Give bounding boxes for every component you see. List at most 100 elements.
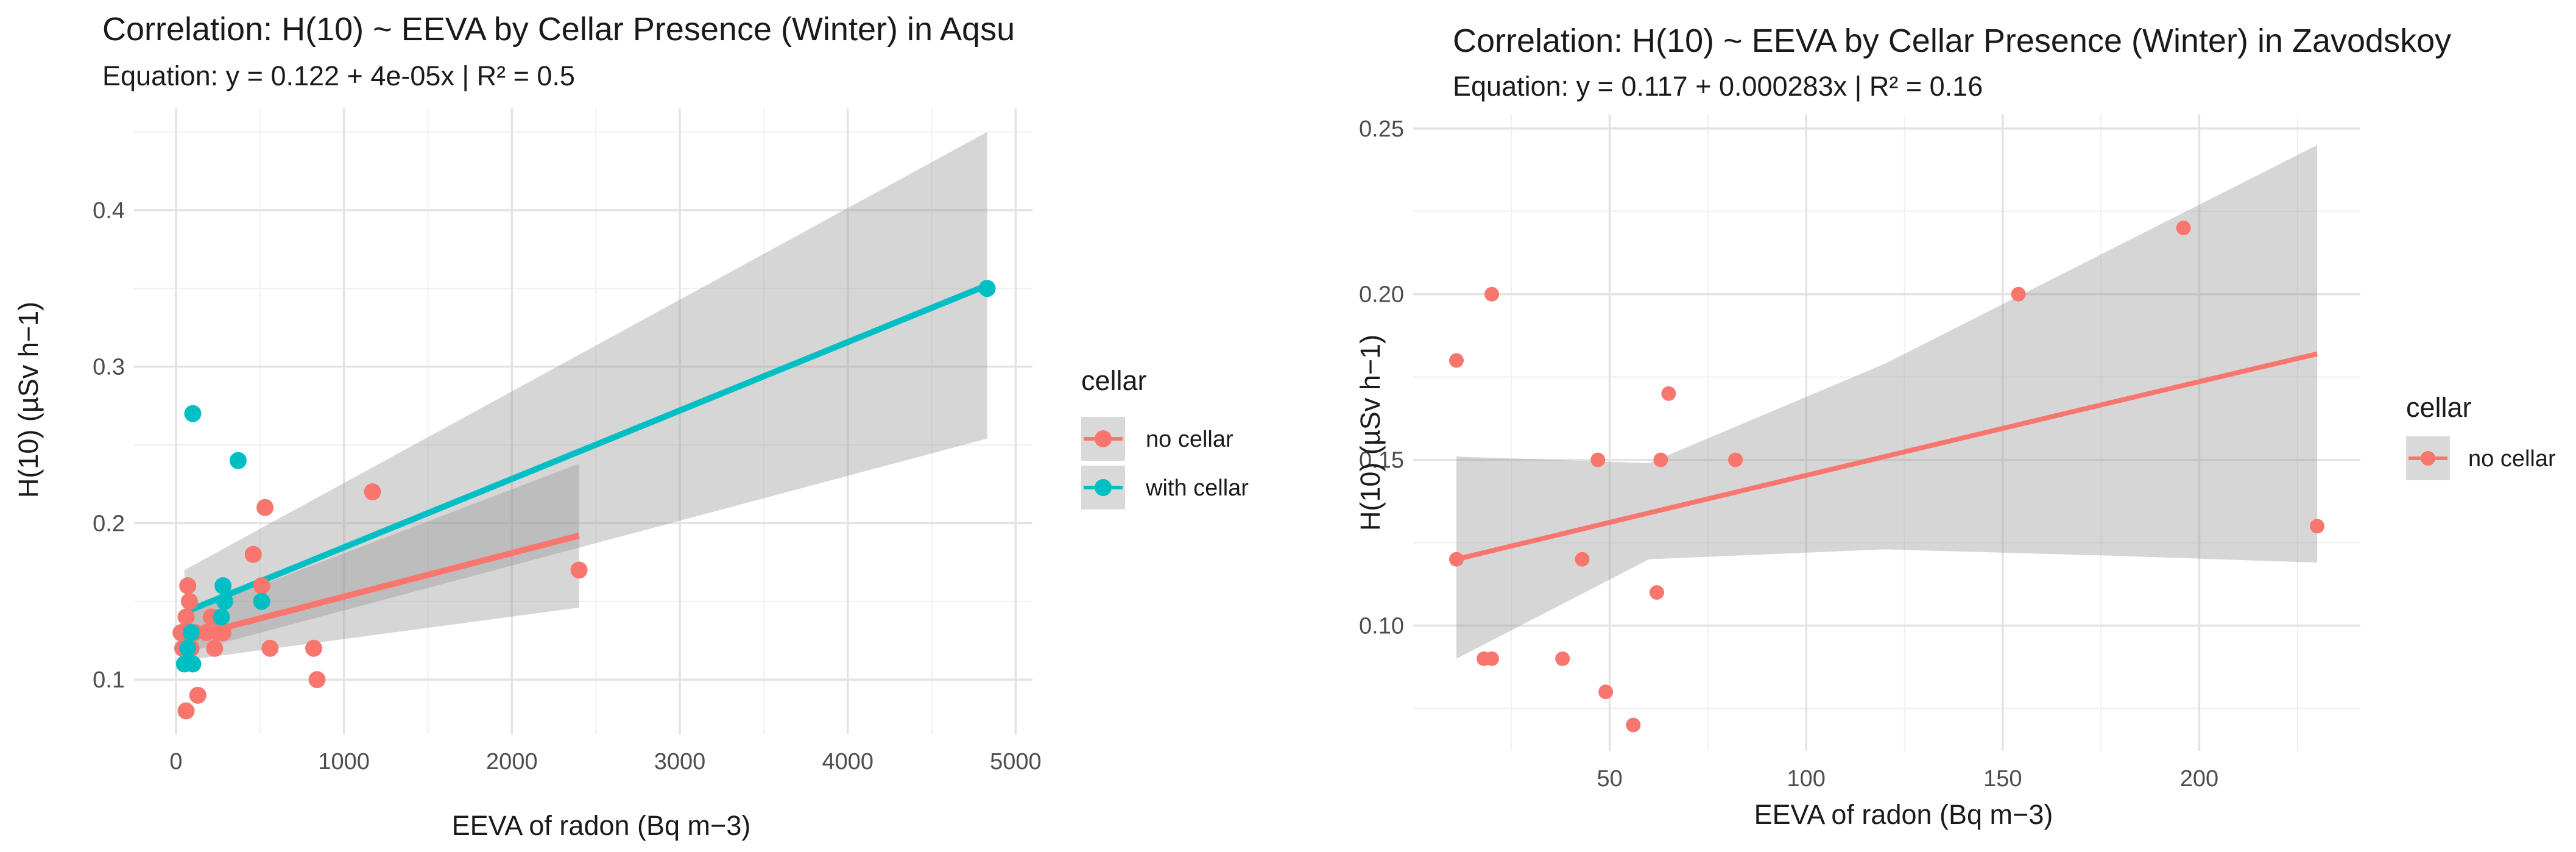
panel-aqsu-fit-line-with-cellar	[183, 282, 989, 616]
panel-zavodskoy-plot-area	[1413, 115, 2360, 751]
panel-aqsu-legend: cellar no cellar with cellar	[1081, 365, 1249, 509]
panel-aqsu-legend-title: cellar	[1081, 365, 1147, 396]
panel-zavodskoy-point-no-cellar	[1575, 552, 1590, 567]
panel-aqsu-point-with-cellar	[182, 624, 200, 642]
panel-zavodskoy-point-no-cellar	[1650, 585, 1665, 600]
panel-zavodskoy-point-no-cellar	[1449, 353, 1464, 368]
panel-zavodskoy-x-tick-label: 200	[2180, 766, 2218, 792]
panel-aqsu-point-no-cellar	[180, 592, 198, 610]
panel-zavodskoy-legend: cellar no cellar	[2406, 392, 2556, 480]
panel-aqsu-plot-area	[134, 108, 1032, 734]
panel-aqsu-legend-key-dot-2	[1095, 479, 1112, 496]
panel-zavodskoy-point-no-cellar	[1484, 286, 1500, 302]
panel-aqsu-title: Correlation: H(10) ~ EEVA by Cellar Pres…	[102, 11, 1015, 48]
panel-aqsu-x-tick-label: 3000	[654, 749, 706, 775]
panel-aqsu-point-no-cellar	[364, 483, 381, 501]
panel-aqsu-point-no-cellar	[189, 686, 206, 704]
panel-aqsu-point-no-cellar	[179, 577, 197, 595]
panel-aqsu-point-no-cellar	[244, 545, 262, 563]
panel-aqsu-y-tick-label: 0.1	[93, 667, 125, 693]
panel-aqsu-y-ticks: 0.1 0.2 0.3 0.4	[93, 198, 125, 693]
panel-aqsu-fit-lines	[180, 282, 989, 642]
panel-zavodskoy-y-tick-label: 0.15	[1359, 448, 1404, 474]
panel-zavodskoy-fit-line-no-cellar	[1456, 351, 2318, 562]
panel-zavodskoy-x-tick-label: 150	[1983, 766, 2022, 792]
panel-aqsu-point-no-cellar	[214, 624, 232, 642]
panel-aqsu: Correlation: H(10) ~ EEVA by Cellar Pres…	[13, 11, 1249, 841]
panel-zavodskoy-point-no-cellar	[1728, 452, 1743, 467]
panel-aqsu-legend-key-dot-1	[1095, 430, 1112, 447]
panel-zavodskoy-legend-key-dot-1	[2421, 451, 2435, 466]
panel-aqsu-point-with-cellar	[229, 452, 247, 469]
panel-aqsu-point-no-cellar	[177, 702, 195, 720]
panel-zavodskoy-x-tick-label: 50	[1597, 766, 1622, 792]
panel-aqsu-point-with-cellar	[184, 655, 202, 673]
panel-aqsu-point-no-cellar	[197, 624, 215, 642]
panel-zavodskoy-point-no-cellar	[1626, 717, 1641, 733]
panel-zavodskoy-legend-label-no-cellar: no cellar	[2468, 446, 2556, 472]
panel-aqsu-x-tick-label: 5000	[990, 749, 1042, 775]
panel-aqsu-point-with-cellar	[253, 592, 270, 610]
panel-aqsu-y-axis-label: H(10) (µSv h−1)	[13, 302, 44, 498]
panel-zavodskoy-y-tick-label: 0.10	[1359, 613, 1404, 639]
panel-aqsu-fit-line-no-cellar	[180, 533, 580, 642]
panel-zavodskoy-y-tick-label: 0.25	[1359, 116, 1404, 142]
panel-zavodskoy-y-axis-label: H(10) (µSv h−1)	[1355, 335, 1386, 531]
panel-zavodskoy-subtitle: Equation: y = 0.117 + 0.000283x | R² = 0…	[1453, 71, 1983, 102]
panel-aqsu-point-with-cellar	[213, 608, 230, 626]
panel-zavodskoy-ci-band-no-cellar	[1456, 145, 2318, 659]
panel-aqsu-legend-label-no-cellar: no cellar	[1146, 427, 1233, 452]
panel-aqsu-point-no-cellar	[256, 499, 274, 516]
panel-aqsu-point-with-cellar	[216, 592, 233, 610]
panel-zavodskoy-point-no-cellar	[1598, 684, 1614, 700]
panel-zavodskoy-legend-title: cellar	[2406, 392, 2472, 423]
panel-aqsu-x-axis-label: EEVA of radon (Bq m−3)	[452, 810, 751, 841]
panel-aqsu-x-tick-label: 2000	[486, 749, 538, 775]
panel-zavodskoy-point-no-cellar	[1653, 452, 1668, 467]
panel-aqsu-point-no-cellar	[253, 577, 270, 595]
panel-aqsu-gridlines	[134, 108, 1032, 734]
panel-zavodskoy-y-ticks: 0.10 0.15 0.20 0.25	[1359, 116, 1404, 639]
panel-aqsu-point-no-cellar	[308, 671, 326, 689]
panel-zavodskoy-x-ticks: 50 100 150 200	[1597, 766, 2218, 792]
panel-aqsu-subtitle: Equation: y = 0.122 + 4e-05x | R² = 0.5	[102, 60, 575, 91]
panel-zavodskoy-gridlines	[1413, 115, 2360, 751]
panel-zavodskoy-point-no-cellar	[1661, 386, 1676, 401]
panel-zavodskoy-point-no-cellar	[1484, 651, 1500, 666]
panel-aqsu-point-with-cellar	[184, 405, 202, 422]
panel-aqsu-x-tick-label: 0	[169, 749, 182, 775]
panel-aqsu-point-with-cellar	[214, 577, 232, 595]
panel-zavodskoy-point-no-cellar	[2310, 519, 2325, 534]
panel-zavodskoy-point-no-cellar	[1590, 452, 1606, 467]
panel-aqsu-y-tick-label: 0.4	[93, 198, 125, 224]
panel-aqsu-points	[172, 280, 996, 720]
panel-aqsu-point-with-cellar	[978, 280, 996, 297]
panel-aqsu-point-no-cellar	[177, 608, 195, 626]
panel-aqsu-point-no-cellar	[206, 639, 224, 657]
panel-aqsu-point-no-cellar	[261, 639, 279, 657]
panel-aqsu-legend-label-with-cellar: with cellar	[1145, 475, 1249, 501]
panel-aqsu-x-tick-label: 4000	[822, 749, 873, 775]
panel-zavodskoy-fit-lines	[1456, 351, 2318, 562]
panel-zavodskoy-point-no-cellar	[1555, 651, 1570, 666]
panel-aqsu-ci-band-with-cellar	[184, 132, 987, 653]
panel-zavodskoy-y-tick-label: 0.20	[1359, 282, 1404, 308]
panel-zavodskoy-point-no-cellar	[1449, 552, 1464, 567]
panel-aqsu-x-ticks: 0 1000 2000 3000 4000 5000	[169, 749, 1041, 775]
panel-zavodskoy-point-no-cellar	[2011, 286, 2026, 302]
panel-zavodskoy: Correlation: H(10) ~ EEVA by Cellar Pres…	[1355, 23, 2556, 830]
panel-aqsu-point-with-cellar	[179, 639, 197, 657]
panel-zavodskoy-point-no-cellar	[2176, 220, 2191, 235]
panel-zavodskoy-points	[1449, 220, 2325, 733]
panel-zavodskoy-confidence-bands	[1456, 145, 2318, 659]
panel-zavodskoy-x-axis-label: EEVA of radon (Bq m−3)	[1754, 799, 2053, 830]
panel-zavodskoy-x-tick-label: 100	[1787, 766, 1826, 792]
panel-aqsu-point-no-cellar	[570, 561, 588, 579]
panel-aqsu-x-tick-label: 1000	[318, 749, 370, 775]
panel-aqsu-point-no-cellar	[305, 639, 322, 657]
panel-aqsu-y-tick-label: 0.3	[93, 355, 125, 380]
panel-zavodskoy-title: Correlation: H(10) ~ EEVA by Cellar Pres…	[1453, 23, 2451, 59]
panel-aqsu-confidence-bands	[181, 132, 987, 661]
panel-aqsu-y-tick-label: 0.2	[93, 511, 125, 536]
